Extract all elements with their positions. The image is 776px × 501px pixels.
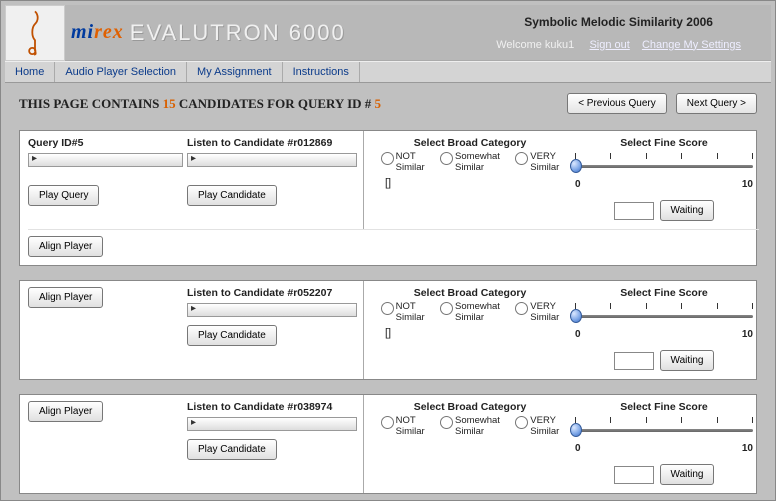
nav-instructions[interactable]: Instructions: [283, 62, 360, 82]
broad-category-heading: Select Broad Category: [375, 401, 565, 413]
divider: [363, 395, 369, 493]
signout-link[interactable]: Sign out: [589, 39, 629, 51]
slider-thumb[interactable]: [570, 159, 582, 173]
welcome-line: Welcome kuku1 Sign out Change My Setting…: [496, 39, 741, 51]
query-player[interactable]: [28, 153, 183, 167]
waiting-button[interactable]: Waiting: [660, 200, 715, 221]
fine-score-slider[interactable]: [575, 417, 753, 441]
query-heading: Query ID#5: [28, 137, 183, 149]
broad-category-heading: Select Broad Category: [375, 137, 565, 149]
radio-not-similar[interactable]: NOTSimilar: [381, 301, 425, 323]
fine-score-input[interactable]: [614, 352, 654, 370]
radio-very-similar[interactable]: VERYSimilar: [515, 415, 559, 437]
logo-icon: [5, 5, 65, 61]
align-player-button[interactable]: Align Player: [28, 287, 103, 308]
bracket-text: []: [385, 177, 565, 189]
radio-somewhat-similar[interactable]: SomewhatSimilar: [440, 301, 500, 323]
play-candidate-button[interactable]: Play Candidate: [187, 185, 277, 206]
play-query-button[interactable]: Play Query: [28, 185, 99, 206]
fine-score-input[interactable]: [614, 202, 654, 220]
radio-very-similar[interactable]: VERYSimilar: [515, 151, 559, 173]
slider-thumb[interactable]: [570, 423, 582, 437]
candidate-row: Query ID#5 Play Query Listen to Candidat…: [19, 130, 757, 266]
fine-score-slider[interactable]: [575, 153, 753, 177]
radio-not-similar[interactable]: NOTSimilar: [381, 151, 425, 173]
app-title: EVALUTRON 6000: [130, 20, 346, 46]
page-title: THIS PAGE CONTAINS 15 CANDIDATES FOR QUE…: [19, 96, 381, 112]
divider: [363, 281, 369, 379]
nav-audio-player-selection[interactable]: Audio Player Selection: [55, 62, 187, 82]
page-heading: Symbolic Melodic Similarity 2006: [496, 15, 741, 29]
play-candidate-button[interactable]: Play Candidate: [187, 325, 277, 346]
broad-category-heading: Select Broad Category: [375, 287, 565, 299]
candidate-player[interactable]: [187, 417, 357, 431]
waiting-button[interactable]: Waiting: [660, 464, 715, 485]
radio-somewhat-similar[interactable]: SomewhatSimilar: [440, 151, 500, 173]
nav-bar: Home Audio Player Selection My Assignmen…: [5, 61, 771, 83]
settings-link[interactable]: Change My Settings: [642, 39, 741, 51]
brand-title: mirex: [71, 21, 124, 44]
divider: [363, 131, 369, 229]
candidate-heading: Listen to Candidate #r012869: [187, 137, 357, 149]
candidate-heading: Listen to Candidate #r052207: [187, 287, 357, 299]
candidate-row: Align Player Listen to Candidate #r05220…: [19, 280, 757, 380]
candidate-player[interactable]: [187, 153, 357, 167]
bracket-text: []: [385, 327, 565, 339]
align-player-button[interactable]: Align Player: [28, 236, 103, 257]
align-player-button[interactable]: Align Player: [28, 401, 103, 422]
fine-score-slider[interactable]: [575, 303, 753, 327]
header: mirex EVALUTRON 6000 Symbolic Melodic Si…: [5, 5, 771, 61]
radio-not-similar[interactable]: NOTSimilar: [381, 415, 425, 437]
waiting-button[interactable]: Waiting: [660, 350, 715, 371]
radio-very-similar[interactable]: VERYSimilar: [515, 301, 559, 323]
play-candidate-button[interactable]: Play Candidate: [187, 439, 277, 460]
radio-somewhat-similar[interactable]: SomewhatSimilar: [440, 415, 500, 437]
previous-query-button[interactable]: < Previous Query: [567, 93, 667, 114]
fine-score-heading: Select Fine Score: [575, 401, 753, 413]
fine-score-heading: Select Fine Score: [575, 137, 753, 149]
nav-home[interactable]: Home: [5, 62, 55, 82]
next-query-button[interactable]: Next Query >: [676, 93, 757, 114]
candidate-row: Align Player Listen to Candidate #r03897…: [19, 394, 757, 494]
slider-thumb[interactable]: [570, 309, 582, 323]
candidate-heading: Listen to Candidate #r038974: [187, 401, 357, 413]
nav-my-assignment[interactable]: My Assignment: [187, 62, 283, 82]
fine-score-heading: Select Fine Score: [575, 287, 753, 299]
candidate-player[interactable]: [187, 303, 357, 317]
fine-score-input[interactable]: [614, 466, 654, 484]
